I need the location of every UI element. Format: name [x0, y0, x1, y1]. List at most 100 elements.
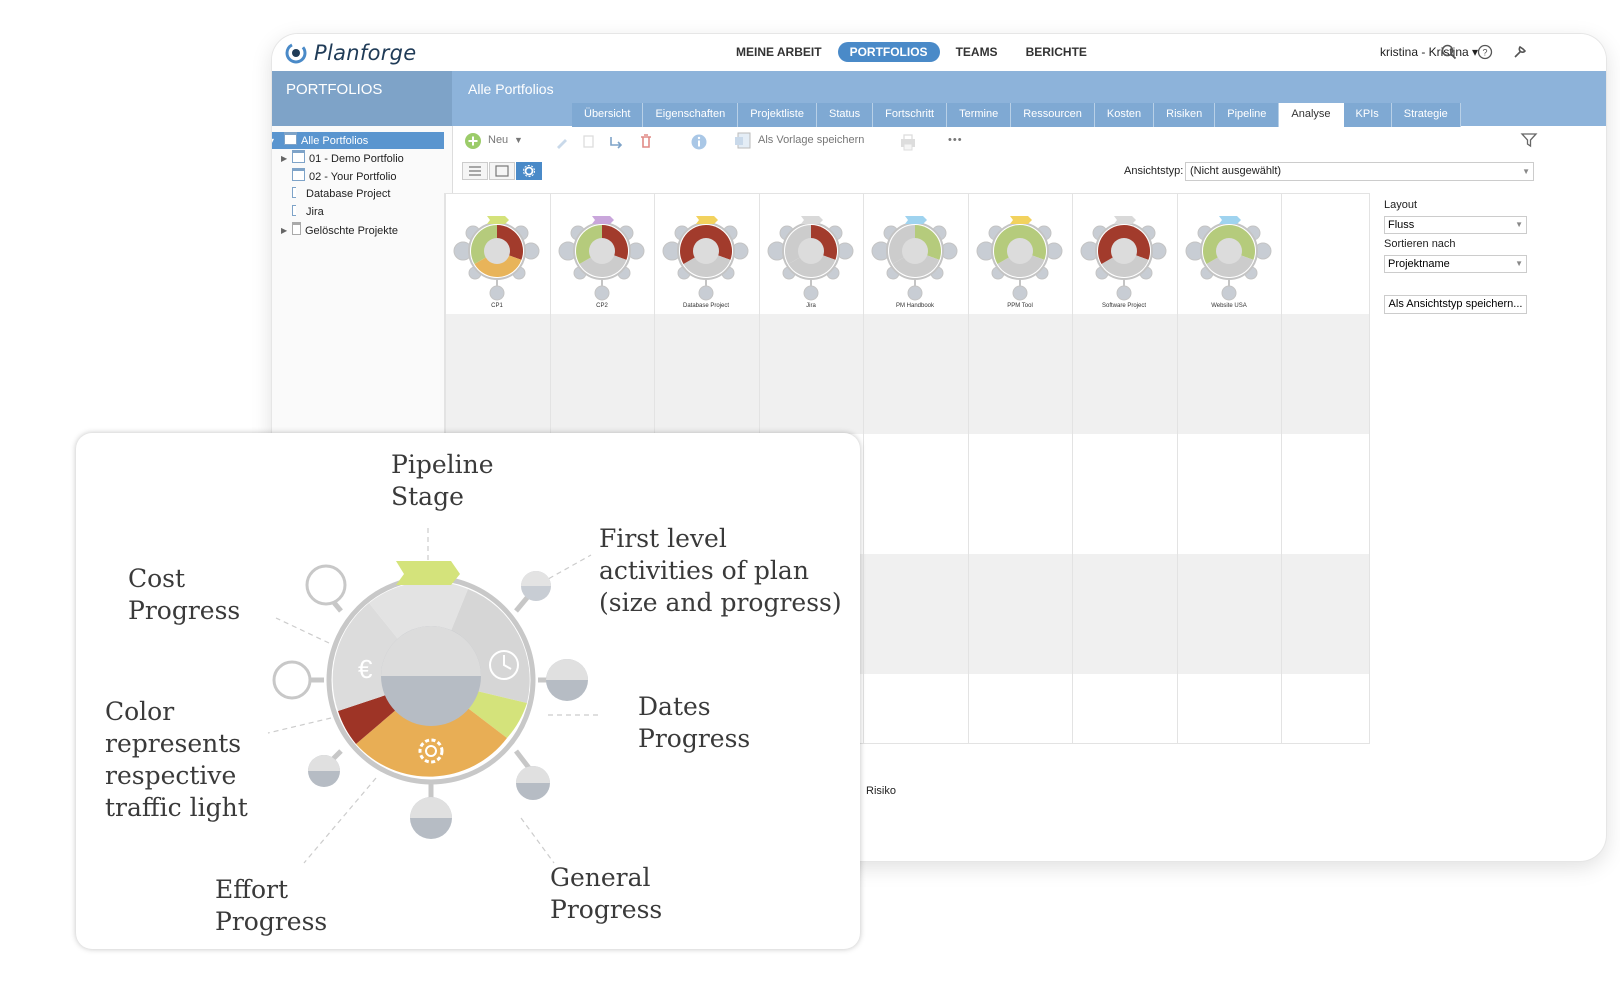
tab-uebersicht[interactable]: Übersicht: [572, 103, 644, 127]
delete-icon[interactable]: [638, 133, 654, 149]
print-icon[interactable]: [898, 133, 918, 151]
annotation-dates-progress: Dates Progress: [638, 692, 751, 753]
project-name-label: Website USA: [1211, 303, 1247, 309]
tab-risiken[interactable]: Risiken: [1154, 103, 1216, 127]
chevron-right-icon[interactable]: ▶: [281, 226, 288, 235]
project-glyph-cell[interactable]: Jira: [759, 194, 863, 314]
nav-meine-arbeit[interactable]: MEINE ARBEIT: [736, 45, 822, 59]
project-name-label: CP1: [491, 303, 503, 309]
analysis-view-button[interactable]: [516, 162, 542, 180]
tab-projektliste[interactable]: Projektliste: [738, 103, 817, 127]
nav-teams[interactable]: TEAMS: [955, 45, 998, 59]
project-glyph-cell[interactable]: PM Handbook: [863, 194, 967, 314]
tree-item-your-portfolio[interactable]: 02 - Your Portfolio: [292, 168, 396, 185]
view-type-select[interactable]: (Nicht ausgewählt) ▼: [1185, 162, 1534, 181]
chevron-down-icon: ▼: [1515, 220, 1523, 229]
template-icon[interactable]: [734, 132, 754, 150]
project-glyph-cell[interactable]: CP1: [445, 194, 549, 314]
new-button[interactable]: Neu: [488, 134, 509, 146]
annotation-traffic-light-colors: Color represents respective traffic ligh…: [105, 697, 248, 822]
move-icon[interactable]: [608, 134, 626, 150]
project-glyph-cell[interactable]: Website USA: [1177, 194, 1281, 314]
tree-item-demo-portfolio[interactable]: ▶ 01 - Demo Portfolio: [281, 150, 404, 167]
info-icon[interactable]: [690, 133, 708, 151]
tab-strategie[interactable]: Strategie: [1391, 103, 1461, 127]
glyph-activity-dot: [803, 285, 819, 301]
tab-termine[interactable]: Termine: [947, 103, 1012, 127]
glyph-general-progress: [902, 238, 928, 264]
glyph-activity-dot: [489, 285, 505, 301]
user-menu[interactable]: kristina - Kristina ▾: [1380, 45, 1479, 59]
grid-column-line: [968, 194, 969, 743]
edit-icon[interactable]: [554, 134, 570, 150]
more-options-icon[interactable]: •••: [948, 134, 963, 146]
sort-select[interactable]: Projektname ▼: [1384, 255, 1527, 273]
glyph-pipeline-stage: [592, 216, 614, 224]
nav-berichte[interactable]: BERICHTE: [1025, 45, 1087, 59]
view-settings-panel: Layout Fluss ▼ Sortieren nach Projektnam…: [1384, 199, 1527, 314]
chevron-down-icon[interactable]: ▼: [514, 135, 523, 145]
filter-icon[interactable]: [1520, 131, 1538, 149]
tab-analyse[interactable]: Analyse: [1279, 103, 1344, 127]
gear-icon: [523, 165, 535, 177]
glyph-activity-dot: [1012, 285, 1028, 301]
tab-fortschritt[interactable]: Fortschritt: [873, 103, 948, 127]
glyph-activity-dot: [1221, 285, 1237, 301]
tab-kpis[interactable]: KPIs: [1343, 103, 1392, 127]
glyph-general-progress: [798, 238, 824, 264]
card-view-button[interactable]: [489, 162, 515, 180]
tab-kosten[interactable]: Kosten: [1094, 103, 1155, 127]
project-glyph-cell[interactable]: CP2: [550, 194, 654, 314]
chevron-right-icon[interactable]: ▶: [281, 154, 288, 163]
project-glyph: [1080, 216, 1167, 301]
logo[interactable]: Planforge: [284, 39, 417, 67]
glyph-general-progress: [589, 238, 615, 264]
tab-status[interactable]: Status: [816, 103, 874, 127]
portfolio-icon: [292, 168, 305, 181]
annotation-general-progress: General Progress: [550, 863, 663, 924]
tree-item-jira[interactable]: Jira: [292, 204, 324, 221]
tree-item-alle-portfolios[interactable]: ▾ Alle Portfolios: [272, 132, 444, 149]
project-glyph: [767, 216, 854, 301]
toolbar: Neu ▼ Als Vorlage speichern •••: [452, 126, 1606, 156]
project-icon: [292, 187, 296, 198]
glyph-pipeline-stage: [905, 216, 927, 224]
chevron-down-icon[interactable]: ▾: [272, 136, 275, 145]
risk-label: Risiko: [866, 785, 896, 797]
tab-pipeline[interactable]: Pipeline: [1215, 103, 1280, 127]
project-glyph-cell[interactable]: Database Project: [654, 194, 758, 314]
tools-icon[interactable]: [1511, 43, 1529, 61]
tree-item-database-project[interactable]: Database Project: [292, 186, 390, 203]
tab-eigenschaften[interactable]: Eigenschaften: [643, 103, 739, 127]
main-nav: MEINE ARBEIT PORTFOLIOS TEAMS BERICHTE: [724, 42, 1103, 62]
project-name-label: PPM Tool: [1007, 303, 1033, 309]
glyph-pipeline-stage: [801, 216, 823, 224]
glyph-general-progress: [1216, 238, 1242, 264]
add-icon[interactable]: [464, 132, 482, 150]
tab-ressourcen[interactable]: Ressourcen: [1011, 103, 1095, 127]
top-bar: Planforge MEINE ARBEIT PORTFOLIOS TEAMS …: [272, 34, 1606, 71]
project-glyph-cell[interactable]: Software Project: [1072, 194, 1176, 314]
save-view-type-button[interactable]: Als Ansichtstyp speichern...: [1384, 295, 1527, 314]
portfolio-icon: [292, 150, 305, 163]
nav-portfolios[interactable]: PORTFOLIOS: [837, 42, 940, 62]
tree-item-geloeschte-projekte[interactable]: ▶ Gelöschte Projekte: [281, 222, 398, 239]
list-view-button[interactable]: [462, 162, 488, 180]
grid-band: [445, 314, 1369, 434]
project-glyph: [871, 216, 958, 301]
layout-label: Layout: [1384, 199, 1418, 211]
annotation-pipeline-stage: Pipeline Stage: [391, 450, 494, 511]
glyph-activity-dot: [907, 285, 923, 301]
save-as-template-button[interactable]: Als Vorlage speichern: [758, 134, 865, 146]
list-icon: [469, 166, 481, 176]
glyph-activity-dot: [698, 285, 714, 301]
project-name-label: CP2: [596, 303, 608, 309]
glyph-general-progress: [1007, 238, 1033, 264]
search-icon[interactable]: [1440, 43, 1458, 61]
app-name: Planforge: [314, 41, 417, 65]
project-glyph-cell[interactable]: PPM Tool: [968, 194, 1072, 314]
project-name-label: Software Project: [1101, 303, 1147, 309]
copy-icon[interactable]: [580, 134, 596, 150]
help-icon[interactable]: ?: [1476, 43, 1494, 61]
layout-select[interactable]: Fluss ▼: [1384, 216, 1527, 234]
